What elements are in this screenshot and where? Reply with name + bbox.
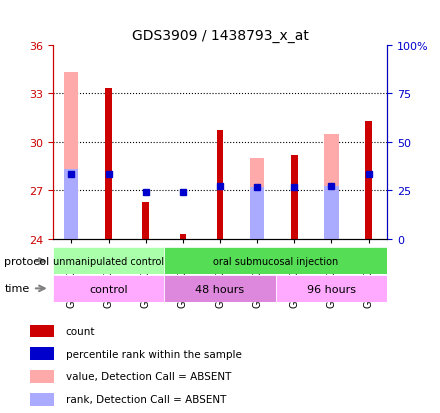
Bar (64, 170, 78, 240)
Bar (365, 121, 372, 240)
Title: GDS3909 / 1438793_x_at: GDS3909 / 1438793_x_at (132, 29, 308, 43)
Bar (164, 275, 276, 302)
Bar (30, 325, 54, 337)
Bar (276, 275, 387, 302)
Text: percentile rank within the sample: percentile rank within the sample (66, 349, 242, 359)
Text: 96 hours: 96 hours (307, 284, 356, 294)
Text: oral submucosal injection: oral submucosal injection (213, 256, 338, 266)
Bar (105, 89, 112, 240)
Text: unmanipulated control: unmanipulated control (53, 256, 164, 266)
Bar (30, 370, 54, 383)
Bar (164, 248, 387, 275)
Bar (143, 202, 149, 240)
Text: count: count (66, 326, 95, 336)
Bar (30, 393, 54, 406)
Bar (250, 188, 264, 240)
Text: value, Detection Call = ABSENT: value, Detection Call = ABSENT (66, 372, 231, 382)
Bar (250, 159, 264, 240)
Bar (324, 134, 338, 240)
Text: control: control (89, 284, 128, 294)
Bar (216, 131, 224, 240)
Bar (324, 186, 338, 240)
Text: rank, Detection Call = ABSENT: rank, Detection Call = ABSENT (66, 394, 226, 404)
Bar (291, 155, 297, 240)
Text: time: time (4, 283, 29, 293)
Text: protocol: protocol (4, 256, 50, 266)
Bar (30, 348, 54, 360)
Bar (53, 248, 164, 275)
Bar (64, 73, 78, 240)
Bar (180, 235, 186, 240)
Bar (53, 275, 164, 302)
Text: 48 hours: 48 hours (195, 284, 245, 294)
